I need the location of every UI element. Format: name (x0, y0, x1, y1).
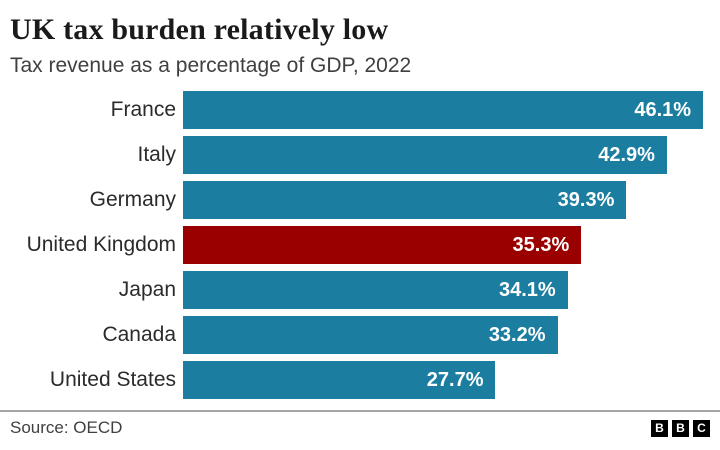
bbc-logo: B B C (651, 419, 710, 437)
category-label: Italy (137, 143, 176, 166)
category-label: United States (49, 368, 176, 391)
bar-value-label: 33.2% (488, 323, 546, 346)
bar-track: 33.2% (183, 316, 720, 354)
bar-value-label: 46.1% (634, 98, 692, 121)
bar-row: Italy 42.9% (0, 136, 720, 174)
chart-subtitle: Tax revenue as a percentage of GDP, 2022 (10, 54, 412, 77)
bar-row: France 46.1% (0, 91, 720, 129)
bbc-logo-block-b1: B (651, 419, 668, 437)
bar: 42.9% (183, 136, 667, 174)
bar-row: United States 27.7% (0, 361, 720, 399)
bar-track: 42.9% (183, 136, 720, 174)
bar: 27.7% (183, 361, 496, 399)
bar: 39.3% (183, 181, 627, 219)
bar: 33.2% (183, 316, 558, 354)
bar-track: 46.1% (183, 91, 720, 129)
source-credit: Source: OECD (10, 418, 123, 437)
bar-value-label: 42.9% (598, 143, 655, 166)
bar-value-label: 35.3% (512, 233, 570, 256)
bar-track: 39.3% (183, 181, 720, 219)
category-label: France (110, 98, 176, 121)
bar-track: 27.7% (183, 361, 720, 399)
category-label: Germany (89, 188, 176, 211)
bar-row: Canada 33.2% (0, 316, 720, 354)
bar-track: 35.3% (183, 226, 720, 264)
bar: 35.3% (183, 226, 582, 264)
bar-value-label: 39.3% (557, 188, 615, 211)
bbc-logo-block-b2: B (672, 419, 689, 437)
bar: 46.1% (183, 91, 704, 129)
bar-value-label: 34.1% (498, 278, 556, 301)
bar-row: Japan 34.1% (0, 271, 720, 309)
bar-value-label: 27.7% (426, 368, 484, 391)
chart-title: UK tax burden relatively low (10, 13, 389, 46)
category-label: United Kingdom (26, 233, 176, 256)
bbc-logo-block-c: C (693, 419, 710, 437)
bar-row: United Kingdom 35.3% (0, 226, 720, 264)
category-label: Canada (102, 323, 176, 346)
footer-divider (0, 410, 720, 412)
category-label: Japan (118, 278, 176, 301)
bar-row: Germany 39.3% (0, 181, 720, 219)
bar-track: 34.1% (183, 271, 720, 309)
bar: 34.1% (183, 271, 568, 309)
bar-chart: France 46.1% Italy 42.9% Germany 39.3% (0, 91, 720, 399)
footer: Source: OECD B B C (0, 412, 720, 438)
